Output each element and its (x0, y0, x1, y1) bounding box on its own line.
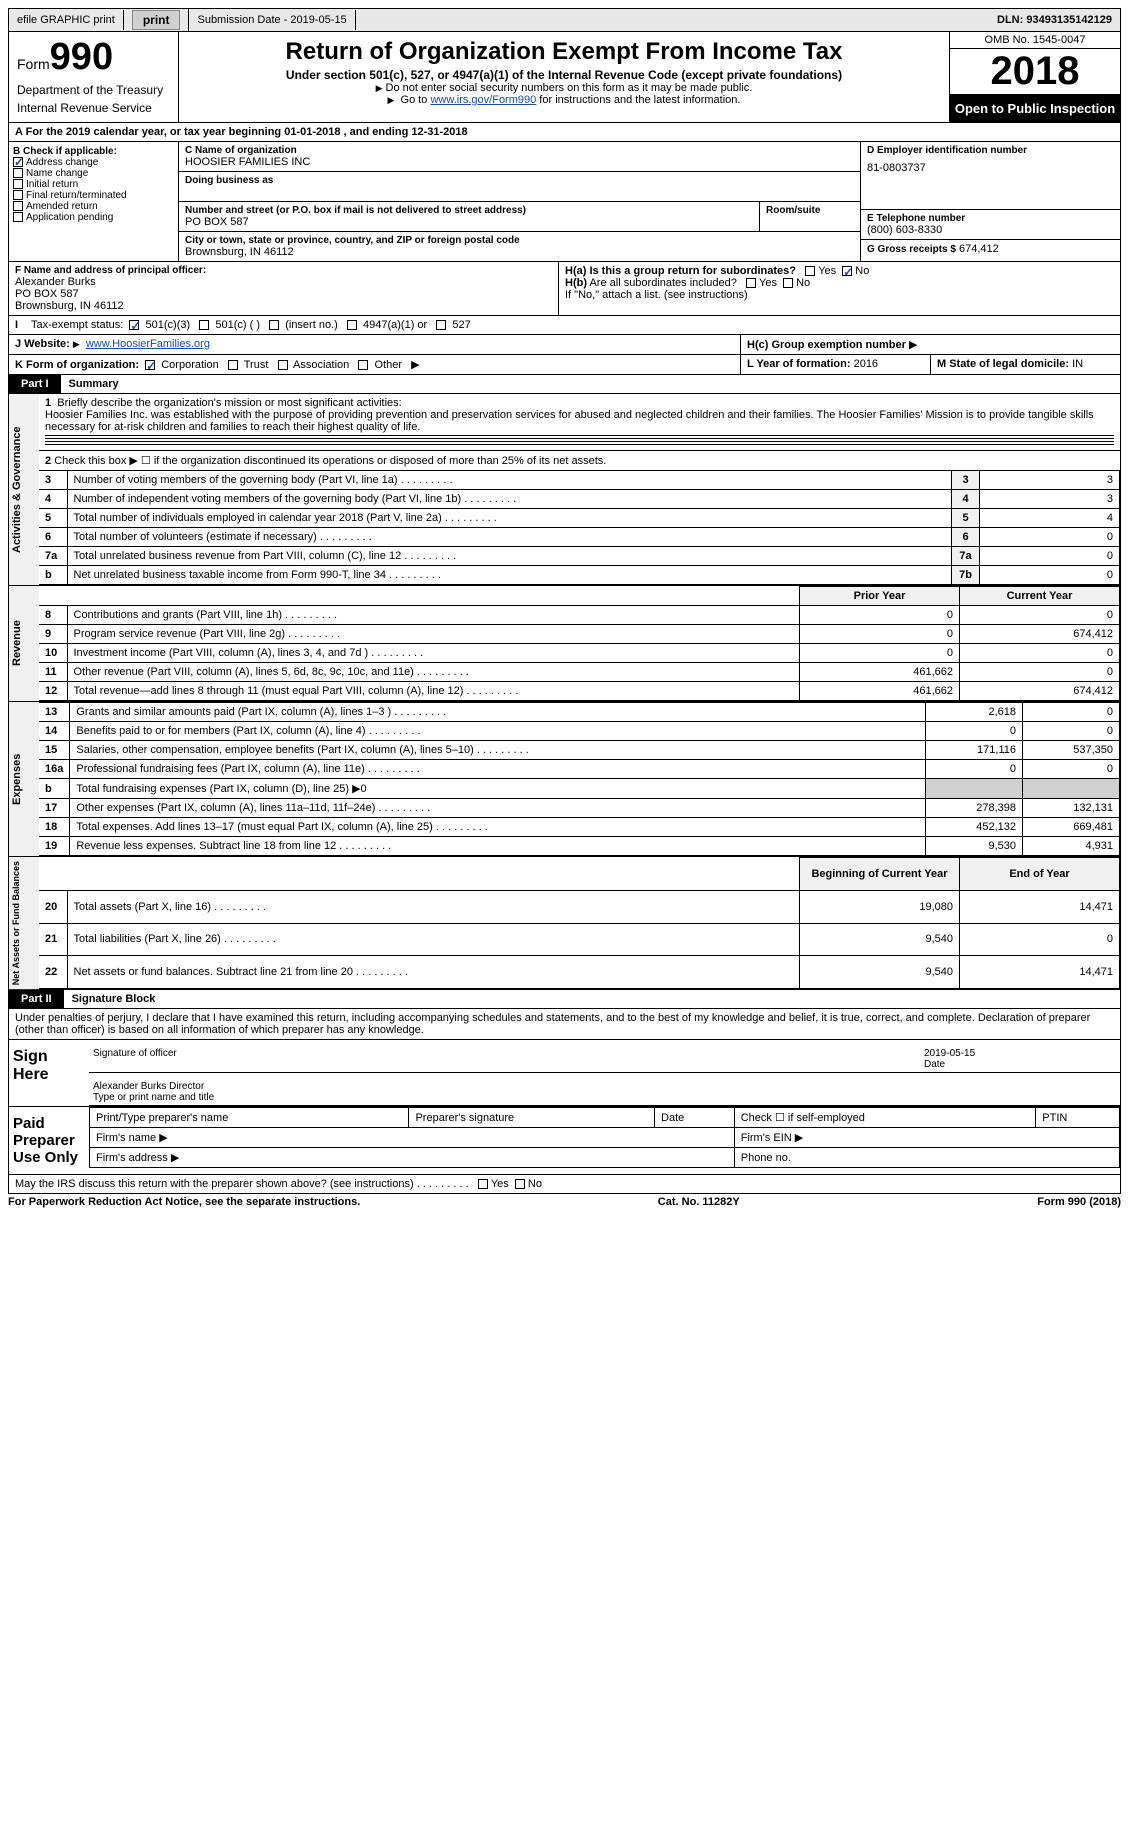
form-header: Form990 Department of the Treasury Inter… (8, 32, 1121, 123)
mission-text: Hoosier Families Inc. was established wi… (45, 409, 1094, 433)
form-title: Return of Organization Exempt From Incom… (185, 38, 943, 66)
check-application-pending[interactable] (13, 212, 23, 222)
gross-receipts: 674,412 (959, 243, 999, 255)
omb-number: OMB No. 1545-0047 (950, 32, 1120, 49)
netassets-table: Beginning of Current YearEnd of Year20To… (39, 857, 1120, 989)
form-number: 990 (50, 36, 113, 78)
room-label: Room/suite (760, 202, 860, 231)
check-address-change[interactable] (13, 157, 23, 167)
governance-table: 3Number of voting members of the governi… (39, 470, 1120, 585)
form-subtitle: Under section 501(c), 527, or 4947(a)(1)… (185, 68, 943, 82)
officer-name: Alexander Burks (15, 276, 552, 288)
city: Brownsburg, IN 46112 (185, 246, 854, 258)
phone: (800) 603-8330 (867, 224, 1114, 236)
form-prefix: Form (17, 56, 50, 72)
tax-year: 2018 (950, 49, 1120, 95)
check-final-return-terminated[interactable] (13, 190, 23, 200)
check-amended-return[interactable] (13, 201, 23, 211)
revenue-table: Prior YearCurrent Year8Contributions and… (39, 586, 1120, 701)
signer-name: Alexander Burks Director (93, 1081, 204, 1092)
may-discuss: May the IRS discuss this return with the… (8, 1175, 1121, 1194)
section-b: B Check if applicable: Address changeNam… (9, 142, 179, 261)
efile-label: efile GRAPHIC print (9, 10, 124, 30)
form-footer: Form 990 (2018) (1037, 1196, 1121, 1208)
sign-date: 2019-05-15 (924, 1048, 975, 1059)
tax-status-row: I Tax-exempt status: 501(c)(3) 501(c) ( … (8, 316, 1121, 335)
catalog-no: Cat. No. 11282Y (658, 1196, 740, 1208)
officer-street: PO BOX 587 (15, 288, 552, 300)
org-name: HOOSIER FAMILIES INC (185, 156, 854, 168)
page-footer: For Paperwork Reduction Act Notice, see … (8, 1194, 1121, 1210)
h-note: If "No," attach a list. (see instruction… (565, 289, 1114, 301)
phone-label: E Telephone number (867, 213, 1114, 224)
note-goto: Go to www.irs.gov/Form990 for instructio… (185, 94, 943, 106)
perjury-text: Under penalties of perjury, I declare th… (8, 1009, 1121, 1040)
officer-city: Brownsburg, IN 46112 (15, 300, 552, 312)
tax-period: A For the 2019 calendar year, or tax yea… (8, 123, 1121, 142)
website-link[interactable]: www.HoosierFamilies.org (86, 338, 210, 350)
print-button[interactable]: print (132, 10, 181, 30)
dept-treasury: Department of the Treasury (17, 83, 170, 97)
h-b: H(b) Are all subordinates included? Yes … (565, 277, 1114, 289)
submission-date: Submission Date - 2019-05-15 (189, 10, 355, 30)
j-label: J Website: (15, 338, 70, 350)
part-2-header: Part IISignature Block (8, 990, 1121, 1009)
public-inspection: Open to Public Inspection (950, 95, 1120, 122)
irs-link[interactable]: www.irs.gov/Form990 (430, 94, 536, 106)
c-name-label: C Name of organization (185, 145, 854, 156)
top-bar: efile GRAPHIC print print Submission Dat… (8, 8, 1121, 32)
ein-label: D Employer identification number (867, 145, 1114, 156)
h-a: H(a) Is this a group return for subordin… (565, 265, 1114, 277)
ha-no-check[interactable] (842, 266, 852, 276)
paperwork-notice: For Paperwork Reduction Act Notice, see … (8, 1196, 360, 1208)
receipts-label: G Gross receipts $ (867, 244, 956, 255)
note-ssn: Do not enter social security numbers on … (185, 82, 943, 94)
mission-label: Briefly describe the organization's miss… (57, 397, 401, 409)
label-expenses: Expenses (9, 702, 39, 856)
label-revenue: Revenue (9, 586, 39, 701)
year-formation: 2016 (854, 358, 878, 370)
dba-label: Doing business as (185, 175, 854, 186)
preparer-table: Print/Type preparer's namePreparer's sig… (89, 1107, 1120, 1168)
check-initial-return[interactable] (13, 179, 23, 189)
street-label: Number and street (or P.O. box if mail i… (185, 205, 753, 216)
ein: 81-0803737 (867, 162, 1114, 174)
sign-here-label: Sign Here (9, 1040, 89, 1106)
dept-irs: Internal Revenue Service (17, 101, 170, 115)
line2-text: Check this box ▶ ☐ if the organization d… (54, 455, 606, 467)
label-netassets: Net Assets or Fund Balances (9, 857, 39, 989)
officer-row: F Name and address of principal officer:… (8, 262, 1121, 316)
paid-preparer-label: Paid Preparer Use Only (9, 1107, 89, 1174)
expense-table: 13Grants and similar amounts paid (Part … (39, 702, 1120, 856)
f-label: F Name and address of principal officer: (15, 265, 552, 276)
entity-grid: B Check if applicable: Address changeNam… (8, 142, 1121, 262)
street: PO BOX 587 (185, 216, 753, 228)
dln: DLN: 93493135142129 (989, 10, 1120, 30)
check-name-change[interactable] (13, 168, 23, 178)
label-governance: Activities & Governance (9, 394, 39, 585)
domicile: IN (1072, 358, 1083, 370)
city-label: City or town, state or province, country… (185, 235, 854, 246)
k-row: K Form of organization: Corporation Trus… (9, 355, 740, 374)
part-1-header: Part ISummary (8, 375, 1121, 394)
hc-label: H(c) Group exemption number (747, 339, 906, 351)
